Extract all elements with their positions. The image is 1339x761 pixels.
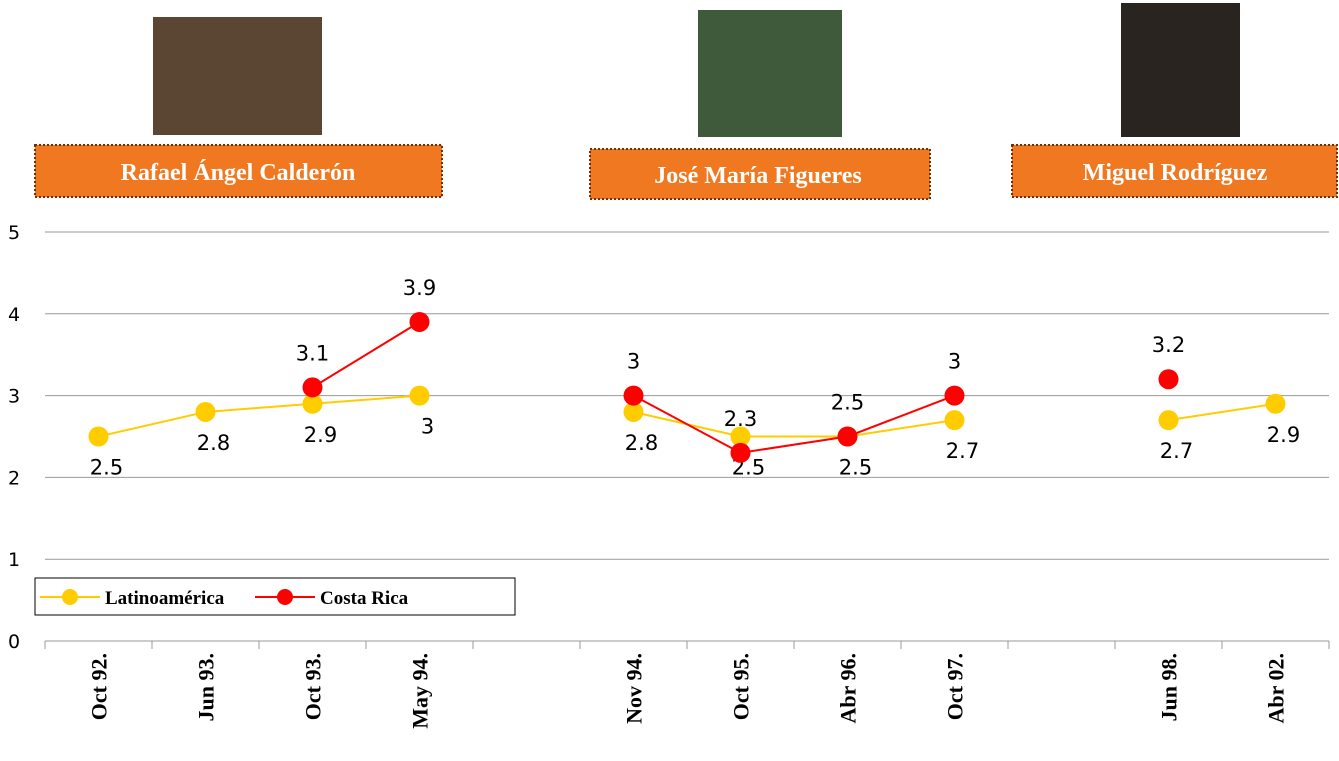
point bbox=[730, 442, 751, 463]
x-tick-label: May 94. bbox=[408, 653, 433, 729]
point bbox=[409, 311, 430, 332]
point bbox=[623, 385, 644, 406]
name-label: Rafael Ángel Calderón bbox=[121, 160, 356, 186]
data-label: 2.9 bbox=[1267, 423, 1300, 447]
photo bbox=[153, 17, 322, 135]
point bbox=[730, 426, 751, 447]
data-label: 3 bbox=[948, 350, 961, 374]
y-tick-label: 1 bbox=[8, 549, 20, 571]
data-label: 2.7 bbox=[946, 439, 979, 463]
legend-label: Costa Rica bbox=[320, 588, 409, 609]
data-label: 2.7 bbox=[1160, 439, 1193, 463]
x-tick-label: Abr 96. bbox=[836, 653, 861, 724]
x-tick-label: Nov 94. bbox=[622, 653, 647, 724]
name-box bbox=[1011, 144, 1338, 198]
data-label: 3.2 bbox=[1152, 333, 1185, 357]
data-label: 3.9 bbox=[403, 276, 436, 300]
point bbox=[837, 426, 858, 447]
data-label: 2.5 bbox=[831, 391, 864, 415]
data-label: 2.8 bbox=[197, 431, 230, 455]
y-tick-label: 4 bbox=[8, 304, 20, 326]
y-tick-label: 3 bbox=[8, 386, 20, 408]
x-tick-label: Abr 02. bbox=[1264, 653, 1289, 724]
data-label: 2.8 bbox=[625, 431, 658, 455]
series-line bbox=[98, 394, 1276, 438]
point bbox=[1158, 410, 1179, 431]
x-tick-label: Jun 98. bbox=[1157, 653, 1182, 721]
x-tick-label: Oct 93. bbox=[301, 653, 326, 720]
data-label: 3 bbox=[627, 350, 640, 374]
legend-marker bbox=[277, 589, 293, 605]
x-tick-label: Oct 92. bbox=[87, 653, 112, 720]
point bbox=[409, 385, 430, 406]
name-box bbox=[34, 144, 443, 198]
y-tick-label: 2 bbox=[8, 467, 20, 489]
data-label: 2.3 bbox=[724, 407, 757, 431]
y-tick-label: 5 bbox=[8, 222, 20, 244]
x-tick-label: Jun 93. bbox=[194, 653, 219, 721]
x-tick-label: Oct 95. bbox=[729, 653, 754, 720]
name-box bbox=[589, 148, 931, 200]
data-label: 2.5 bbox=[90, 456, 123, 480]
data-label: 3.1 bbox=[296, 341, 329, 365]
point bbox=[1158, 369, 1179, 390]
point bbox=[302, 377, 323, 398]
data-label: 2.9 bbox=[304, 423, 337, 447]
x-tick-label: Oct 97. bbox=[943, 653, 968, 720]
data-label: 2.5 bbox=[839, 456, 872, 480]
point bbox=[623, 401, 644, 422]
point bbox=[944, 385, 965, 406]
name-label: José María Figueres bbox=[654, 163, 862, 189]
point bbox=[944, 410, 965, 431]
point bbox=[1265, 393, 1286, 414]
point bbox=[302, 393, 323, 414]
point bbox=[195, 401, 216, 422]
data-label: 3 bbox=[421, 415, 434, 439]
photo bbox=[698, 10, 842, 137]
legend-label: Latinoamérica bbox=[105, 588, 225, 609]
photo bbox=[1121, 3, 1240, 137]
name-label: Miguel Rodríguez bbox=[1083, 160, 1268, 186]
y-tick-label: 0 bbox=[8, 631, 20, 653]
legend-marker bbox=[62, 589, 78, 605]
point bbox=[88, 426, 109, 447]
